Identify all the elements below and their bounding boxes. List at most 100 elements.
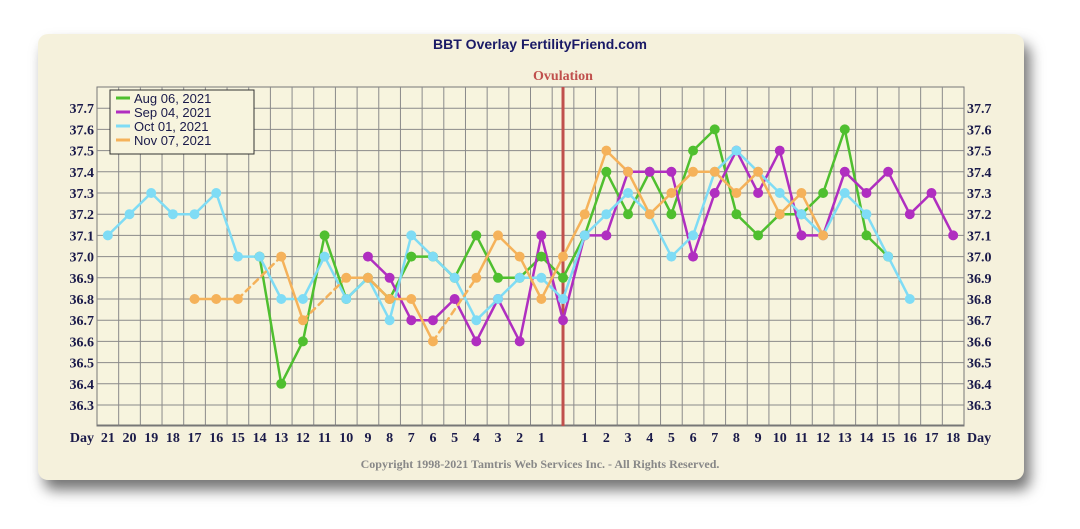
series-line-segment	[756, 212, 782, 237]
data-point	[904, 294, 915, 304]
data-point	[709, 188, 720, 198]
series-line-segment	[561, 212, 586, 258]
data-point	[384, 315, 395, 326]
data-point	[818, 188, 829, 198]
data-point	[709, 124, 720, 135]
data-point	[102, 230, 113, 241]
x-tick-label: 5	[451, 431, 458, 446]
data-point	[471, 315, 482, 326]
series-line-segment	[496, 297, 521, 343]
series-line-segment	[214, 191, 240, 258]
series-line-segment	[821, 191, 847, 237]
series-line-segment	[518, 234, 543, 343]
series-line-segment	[453, 234, 478, 280]
legend-label: Oct 01, 2021	[134, 119, 208, 134]
series-line-segment	[453, 276, 478, 322]
series-line-segment	[735, 149, 760, 174]
x-tick-label: 4	[473, 431, 480, 446]
series-line-segment	[821, 170, 847, 237]
data-point	[861, 209, 872, 220]
data-point	[558, 251, 569, 262]
data-point	[536, 294, 547, 304]
series-line-segment	[475, 234, 500, 280]
data-point	[384, 272, 395, 283]
data-point	[558, 315, 569, 326]
x-tick-label: 4	[646, 431, 653, 446]
data-point	[558, 272, 569, 283]
data-point	[601, 166, 612, 177]
x-tick-label: 6	[429, 431, 436, 446]
chart-title: BBT Overlay FertilityFriend.com	[433, 36, 647, 52]
data-point	[406, 230, 417, 241]
data-point	[774, 188, 785, 198]
series-line-segment	[886, 255, 912, 301]
data-point	[449, 272, 460, 283]
y-tick-label-right: 37.7	[967, 102, 992, 117]
data-point	[579, 230, 590, 241]
y-tick-label-right: 36.7	[967, 314, 992, 329]
series-line-segment	[410, 297, 435, 343]
series-line-segment	[279, 255, 305, 322]
series-line-segment	[691, 128, 716, 152]
series-line-segment	[648, 191, 673, 216]
data-point	[623, 166, 634, 177]
data-point	[666, 209, 677, 220]
series-line-segment	[128, 191, 153, 216]
data-point	[753, 166, 764, 177]
legend-label: Aug 06, 2021	[134, 91, 211, 106]
data-point	[124, 209, 135, 220]
x-tick-label: 6	[690, 431, 697, 446]
data-point	[796, 209, 807, 220]
series-line-segment	[865, 234, 890, 258]
x-tick-label: 7	[408, 431, 415, 446]
series-line-segment	[713, 149, 738, 174]
x-tick-label: 7	[711, 431, 718, 446]
data-point	[688, 251, 699, 262]
y-tick-label-right: 36.9	[967, 272, 992, 287]
data-point	[319, 230, 330, 241]
series-line-segment	[475, 297, 500, 322]
series-line-segment	[366, 255, 391, 280]
series-line-segment	[908, 191, 933, 216]
legend-label: Nov 07, 2021	[134, 133, 211, 148]
series-line-segment	[800, 191, 825, 237]
data-point	[688, 230, 699, 241]
data-point	[839, 124, 850, 135]
y-tick-label-right: 36.4	[967, 378, 992, 393]
legend-box	[109, 89, 255, 155]
x-tick-label: 2	[603, 431, 610, 446]
series-line-segment	[735, 170, 760, 195]
data-point	[796, 230, 807, 241]
series-line-segment	[431, 255, 456, 280]
data-point	[471, 272, 482, 283]
y-tick-label-left: 37.4	[70, 166, 95, 181]
series-line-segment	[670, 170, 695, 195]
series-line-segment	[366, 276, 391, 322]
y-tick-label-right: 36.6	[967, 335, 992, 350]
data-point	[623, 209, 634, 220]
series-line-segment	[323, 255, 348, 301]
data-point	[601, 209, 612, 220]
data-point	[384, 294, 395, 304]
series-line-segment	[605, 149, 630, 174]
series-line-segment	[843, 191, 868, 216]
series-line-segment	[626, 170, 651, 216]
y-tick-label-left: 36.3	[70, 399, 95, 414]
y-tick-label-right: 37.0	[967, 251, 992, 266]
data-point	[839, 188, 850, 198]
data-point	[297, 336, 308, 347]
data-point	[276, 294, 287, 304]
data-point	[319, 251, 330, 262]
copyright-text: Copyright 1998-2021 Tamtris Web Services…	[360, 457, 720, 471]
series-line-segment	[540, 255, 565, 301]
series-line-segment	[756, 170, 782, 195]
x-tick-label: 18	[946, 431, 960, 446]
data-point	[883, 251, 894, 262]
data-point	[492, 230, 503, 241]
series-line-segment	[605, 170, 630, 216]
x-tick-label: 17	[188, 431, 202, 446]
data-point	[644, 209, 655, 220]
series-line-segment	[518, 255, 543, 301]
x-tick-label: 14	[859, 431, 873, 446]
x-tick-label: 3	[625, 431, 632, 446]
